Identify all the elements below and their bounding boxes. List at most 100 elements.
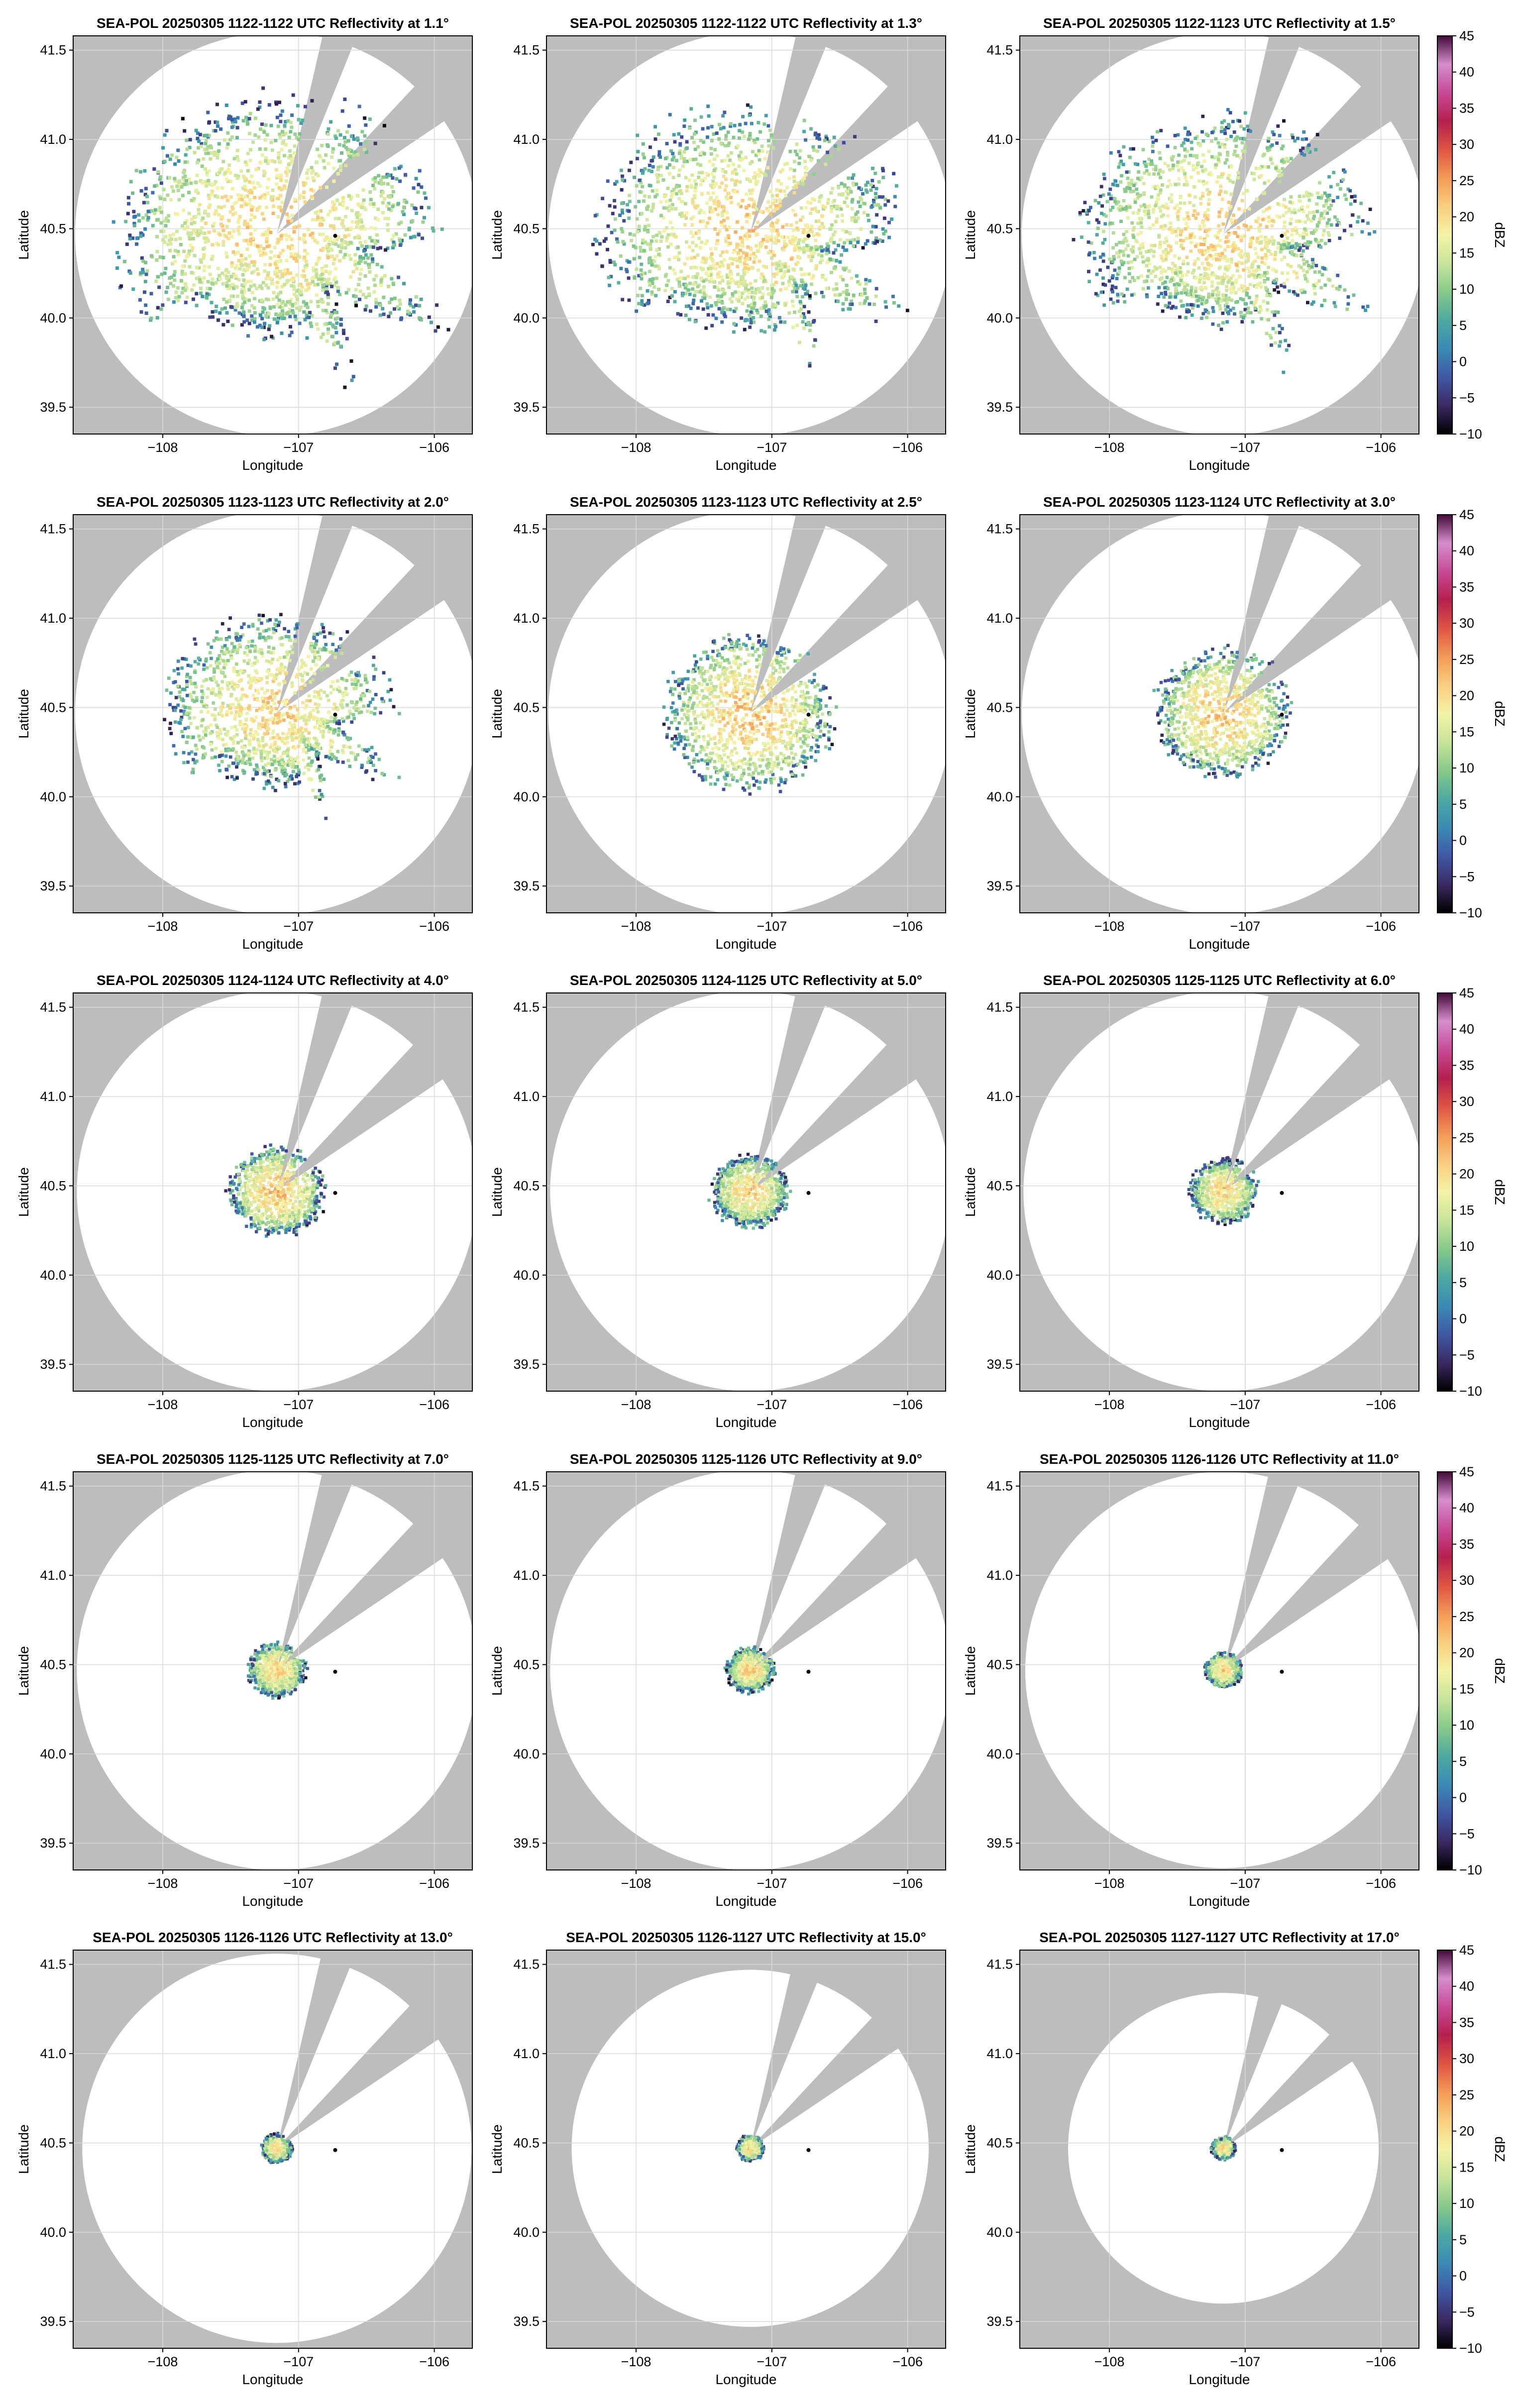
echo-cell xyxy=(374,693,378,696)
echo-cell xyxy=(748,131,752,135)
echo-cell xyxy=(1155,201,1158,205)
echo-cell xyxy=(240,263,244,267)
echo-cell xyxy=(1086,240,1090,244)
echo-cell xyxy=(1314,282,1318,286)
echo-cell xyxy=(368,190,372,194)
echo-cell xyxy=(1087,209,1091,213)
echo-cell xyxy=(197,158,201,162)
echo-cell xyxy=(1180,304,1184,308)
echo-cell xyxy=(246,280,250,284)
echo-cell xyxy=(1122,199,1126,203)
echo-cell xyxy=(1189,249,1193,253)
echo-cell xyxy=(1159,254,1163,258)
echo-cell xyxy=(231,250,235,254)
echo-cell xyxy=(1171,228,1174,232)
echo-cell xyxy=(1346,302,1350,306)
echo-cell xyxy=(151,191,155,195)
echo-cell xyxy=(216,195,219,199)
echo-cell xyxy=(295,273,299,277)
echo-cell xyxy=(671,268,675,272)
echo-cell xyxy=(1136,196,1140,200)
echo-cell xyxy=(725,273,729,277)
echo-cell xyxy=(755,309,759,312)
echo-cell xyxy=(208,272,212,276)
echo-cell xyxy=(1265,331,1269,335)
echo-cell xyxy=(610,230,614,234)
echo-cell xyxy=(1109,151,1113,155)
echo-cell xyxy=(371,260,375,264)
echo-cell xyxy=(199,230,203,234)
echo-cell xyxy=(160,272,164,276)
echo-cell xyxy=(160,210,164,214)
echo-cell xyxy=(358,258,362,262)
echo-cell xyxy=(372,202,376,206)
echo-cell xyxy=(701,219,705,223)
echo-cell xyxy=(1336,274,1340,277)
echo-cell xyxy=(290,284,294,288)
echo-cell xyxy=(397,166,401,170)
echo-cell xyxy=(1096,294,1100,297)
echo-cell xyxy=(799,307,803,311)
echo-cell xyxy=(753,302,757,306)
echo-cell xyxy=(328,237,332,241)
echo-cell xyxy=(1107,192,1111,196)
echo-cell xyxy=(281,300,285,304)
echo-cell xyxy=(771,228,775,232)
echo-cell xyxy=(379,182,383,186)
echo-cell xyxy=(364,140,368,144)
echo-cell xyxy=(173,162,177,166)
echo-cell xyxy=(353,150,357,154)
echo-cell xyxy=(874,196,878,200)
echo-cell xyxy=(1130,266,1134,270)
echo-cell xyxy=(174,296,178,300)
echo-cell xyxy=(1296,136,1300,140)
echo-cell xyxy=(315,262,319,266)
echo-cell xyxy=(153,212,157,216)
echo-cell xyxy=(247,116,251,120)
echo-cell xyxy=(1132,292,1136,296)
echo-cell xyxy=(783,270,787,274)
echo-cell xyxy=(1171,262,1175,265)
echo-cell xyxy=(635,267,639,271)
echo-cell xyxy=(228,299,232,302)
echo-cell xyxy=(613,228,617,232)
echo-cell xyxy=(375,262,379,266)
echo-cell xyxy=(292,230,296,234)
echo-cell xyxy=(823,205,827,209)
echo-cell xyxy=(721,169,725,173)
echo-cell xyxy=(760,144,764,148)
echo-cell xyxy=(216,103,219,107)
echo-cell xyxy=(1280,284,1284,287)
echo-cell xyxy=(726,216,730,220)
echo-cell xyxy=(419,298,423,301)
echo-cell xyxy=(627,298,631,302)
echo-cell xyxy=(412,305,416,309)
echo-cell xyxy=(1132,226,1136,229)
echo-cell xyxy=(328,315,332,319)
echo-cell xyxy=(1087,270,1090,273)
echo-cell xyxy=(775,267,778,270)
radar-panel: −108 −107 −10639.540.040.541.041.5Longitud… xyxy=(963,15,1419,473)
echo-cell xyxy=(634,246,638,249)
echo-cell xyxy=(274,138,278,142)
echo-cell xyxy=(390,277,394,281)
echo-cell xyxy=(705,239,709,243)
echo-cell xyxy=(192,283,196,287)
echo-cell xyxy=(1201,153,1205,157)
echo-cell xyxy=(202,253,206,257)
echo-cell xyxy=(1186,303,1190,307)
echo-cell xyxy=(244,203,248,207)
echo-cell xyxy=(1094,292,1098,296)
echo-cell xyxy=(748,234,752,238)
echo-cell xyxy=(276,303,280,307)
echo-cell xyxy=(632,244,636,248)
echo-cell xyxy=(1275,141,1279,145)
echo-cell xyxy=(1270,343,1273,347)
echo-cell xyxy=(829,154,833,158)
echo-cell xyxy=(373,283,377,287)
echo-cell xyxy=(1133,257,1137,261)
echo-cell xyxy=(1184,227,1188,231)
echo-cell xyxy=(1207,198,1211,202)
echo-cell xyxy=(892,301,896,305)
echo-cell xyxy=(1257,217,1260,220)
